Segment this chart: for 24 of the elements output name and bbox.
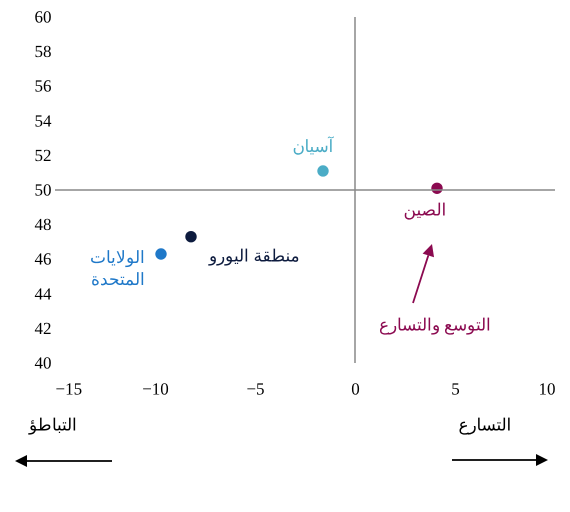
y-tick-label: 42 (34, 318, 52, 338)
y-tick-label: 56 (34, 76, 52, 96)
series-label: الولايات المتحدة (90, 248, 145, 290)
text: التسارع (458, 414, 512, 436)
x-tick-label: −15 (56, 380, 82, 398)
x-tick-label: −5 (246, 380, 265, 398)
series-label: الصين (404, 200, 446, 220)
x-tick-label: 10 (538, 380, 556, 398)
y-tick-label: 50 (34, 180, 52, 200)
y-tick-label: 46 (34, 250, 52, 269)
y-tick-label: 48 (34, 215, 52, 234)
y-tick-label: 40 (34, 354, 52, 372)
x-tick-label: 0 (351, 380, 360, 398)
series-label: منطقة اليورو (208, 246, 300, 267)
x-tick-label: 5 (451, 380, 460, 398)
annotation: التوسع والتسارع (378, 314, 492, 336)
y-tick-label: 60 (34, 8, 52, 26)
y-tick-label: 54 (34, 111, 52, 130)
x-tick-label: −10 (142, 380, 169, 398)
y-tick-label: 58 (34, 42, 52, 62)
y-tick-label: 44 (34, 284, 52, 304)
y-tick-label: 52 (34, 146, 52, 165)
series-label: آسيان (292, 134, 334, 156)
text: التباطؤ (29, 414, 77, 436)
